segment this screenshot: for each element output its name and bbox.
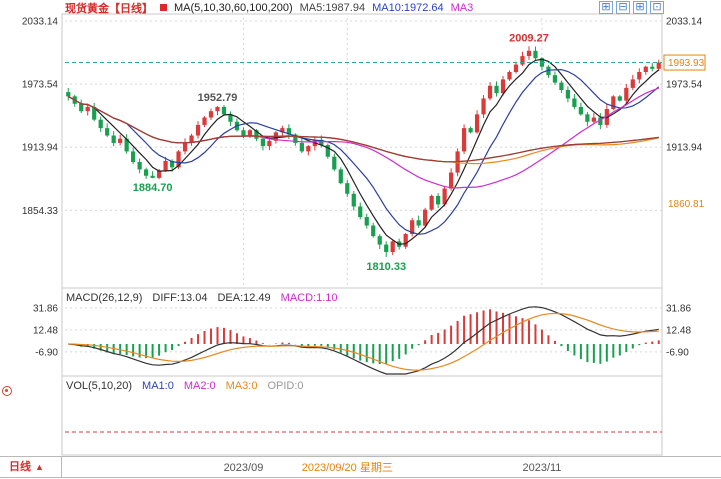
ma30-value-label: MA3 [450,1,474,14]
left-axis-label: 1854.33 [22,206,59,217]
macd-right-axis-label: -6.90 [666,347,689,358]
chart-layout-toolbar: ⊞ ⊟ ⊞ ⊡ [599,1,664,14]
current-price-tag [663,54,706,71]
ma5-line [67,58,660,245]
macd-dea-line [68,312,659,371]
left-axis-label: 1973.54 [22,80,59,91]
vol-ma2-value: MA2:0 [183,380,216,392]
time-axis-bar: 日线 ▲ [0,456,721,478]
date-axis-label: 2023/09/20 星期三 [302,461,393,474]
ma10-value-label: MA10:1972.64 [372,1,444,14]
macd-histogram-group [73,309,660,365]
ma-legend-square-icon [160,4,167,11]
layout-split-horizontal-icon[interactable]: ⊟ [616,1,630,14]
date-axis-label: 2023/11 [522,462,561,474]
chart-header: 现货黄金【日线】 MA(5,10,30,60,100,200) MA5:1987… [65,1,474,15]
ma5-value-label: MA5:1987.94 [299,1,366,14]
layout-grid-icon[interactable]: ⊞ [599,1,613,14]
period-selector[interactable]: 日线 ▲ [0,457,62,477]
triangle-up-icon: ▲ [35,462,44,472]
macd-macd-value: MACD:1.10 [280,292,338,304]
layout-single-icon[interactable]: ⊡ [650,1,664,14]
macd-diff-line [68,306,659,375]
macd-dea-value: DEA:12.49 [217,292,271,304]
macd-left-axis-label: -6.90 [35,347,58,358]
left-axis-label: 1913.94 [22,143,59,154]
red-seal-icon[interactable] [2,386,12,396]
macd-settings-label: MACD(26,12,9) [66,292,143,304]
vol-opid-value: OPID:0 [267,380,304,392]
macd-left-axis-label: 12.48 [33,325,58,336]
price-annotation: 1884.70 [133,182,173,194]
right-axis-label: 2033.14 [666,17,703,28]
macd-right-axis-label: 12.48 [666,325,691,336]
price-annotation: 1810.33 [366,261,406,273]
ma200-line [67,95,659,163]
right-axis-label: 1973.54 [666,80,703,91]
right-axis-orange-label: 1993.93 [668,58,705,69]
layout-quad-icon[interactable]: ⊞ [633,1,647,14]
ma10-line [67,68,660,235]
ma100-line [67,95,659,163]
volume-panel-header: VOL(5,10,20) MA1:0 MA2:0 MA3:0 OPID:0 [66,380,304,392]
period-label: 日线 [9,461,31,473]
price-annotation: 1952.79 [198,92,238,104]
date-axis-label: 2023/09 [224,462,264,474]
right-axis-label: 1913.94 [666,143,703,154]
ma-settings-label: MA(5,10,30,60,100,200) [174,1,293,14]
macd-left-axis-label: 31.86 [33,303,58,314]
vol-settings-label: VOL(5,10,20) [66,380,133,392]
vol-ma3-value: MA3:0 [225,380,258,392]
panel-frame [61,13,663,456]
instrument-title: 现货黄金【日线】 [65,2,153,15]
right-axis-orange-label: 1860.81 [668,199,705,210]
vol-ma1-value: MA1:0 [142,380,174,392]
macd-right-axis-label: 31.86 [666,303,691,314]
macd-panel-header: MACD(26,12,9) DIFF:13.04 DEA:12.49 MACD:… [66,292,338,304]
price-annotation: 2009.27 [509,32,549,44]
macd-diff-value: DIFF:13.04 [152,292,208,304]
left-axis-label: 2033.14 [22,17,59,28]
